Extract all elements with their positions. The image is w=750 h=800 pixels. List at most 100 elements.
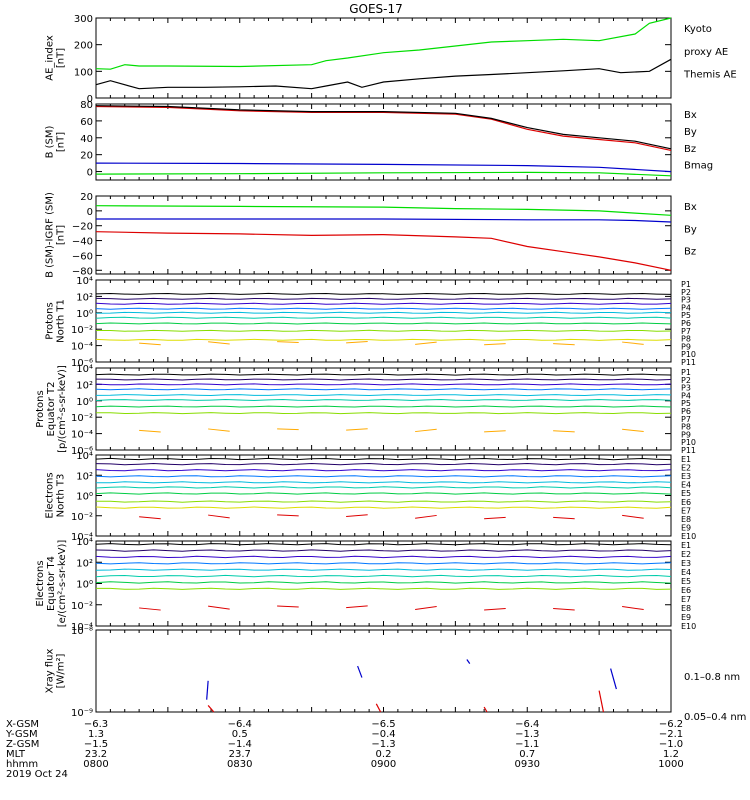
series-bmag xyxy=(95,105,672,150)
flux-channel-line xyxy=(95,378,672,381)
flux-channel-line xyxy=(95,469,672,472)
legend-label: E4 xyxy=(681,481,691,490)
flux-sparse-segment xyxy=(415,606,437,611)
flux-channel-line xyxy=(95,492,672,495)
y-tick-label: 0 xyxy=(87,168,93,179)
y-axis-label: North T1 xyxy=(56,299,67,343)
legend-label: P6 xyxy=(681,319,691,328)
ephemeris-value: −6.2 xyxy=(659,719,683,730)
series-bx xyxy=(95,162,672,173)
flux-channel-line xyxy=(95,481,672,484)
y-tick-label: 10⁰ xyxy=(76,492,93,503)
ephemeris-value: −6.4 xyxy=(228,719,252,730)
legend-label: 0.05–0.4 nm xyxy=(684,712,746,723)
legend-label: E6 xyxy=(681,586,691,595)
flux-channel-line xyxy=(95,311,672,314)
ephemeris-value: 0830 xyxy=(227,759,252,770)
ephemeris-value: −6.5 xyxy=(371,719,395,730)
legend-label: Bx xyxy=(684,110,697,121)
xray-segment xyxy=(357,665,363,678)
y-tick-label: 10⁰ xyxy=(76,397,93,408)
ephemeris-value: 0.5 xyxy=(232,729,248,740)
ephemeris-value: −1.1 xyxy=(515,739,539,750)
panel-frame xyxy=(95,540,672,627)
legend-label: P9 xyxy=(681,430,691,439)
panel-b_sm: 0 20 40 60 80 B (SM) [nT] Bx By Bz Bmag xyxy=(45,100,713,181)
flux-sparse-segment xyxy=(208,341,230,345)
flux-channel-line xyxy=(95,394,672,397)
legend-label: P7 xyxy=(681,415,691,424)
series-themis-ae xyxy=(95,58,672,90)
series-by xyxy=(95,171,672,177)
flux-sparse-segment xyxy=(346,514,368,517)
panel-electrons_t3: 10⁻⁴ 10⁻² 10⁰ 10² 10⁴ Electrons North T3 E1E2E3… xyxy=(45,451,697,543)
flux-sparse-segment xyxy=(415,514,437,519)
y-tick-label: 10⁴ xyxy=(76,276,93,287)
legend-label: Bx xyxy=(684,202,697,213)
ephemeris-value: 0.7 xyxy=(519,749,535,760)
y-tick-label: 10⁴ xyxy=(76,451,93,462)
flux-sparse-segment xyxy=(346,341,368,344)
legend-label: P1 xyxy=(681,368,691,377)
flux-channel-line xyxy=(95,568,672,571)
y-axis-label: Equator T2 xyxy=(46,382,57,437)
y-axis-label: Protons xyxy=(35,390,46,427)
ephemeris-value: −6.4 xyxy=(515,719,539,730)
series-bx xyxy=(96,218,672,223)
xray-segment xyxy=(466,659,471,664)
y-tick-label: 10² xyxy=(76,558,93,569)
flux-sparse-segment xyxy=(484,430,506,433)
flux-sparse-segment xyxy=(553,516,575,520)
legend-label: P11 xyxy=(681,358,696,367)
flux-channel-line xyxy=(95,338,672,341)
y-tick-label: 10⁻⁴ xyxy=(71,342,93,353)
legend-label: P2 xyxy=(681,288,691,297)
panel-frame xyxy=(95,103,672,181)
legend-label: P11 xyxy=(681,446,696,455)
legend-label: proxy AE xyxy=(684,47,728,58)
flux-sparse-segment xyxy=(208,514,230,519)
ephemeris-value: −0.4 xyxy=(371,729,395,740)
ephemeris-row-label: MLT xyxy=(6,749,26,760)
flux-channel-line xyxy=(95,322,672,325)
y-axis-label: [W/m²] xyxy=(56,653,67,688)
y-tick-label: 10² xyxy=(76,380,93,391)
series-bz xyxy=(95,105,672,151)
flux-sparse-segment xyxy=(622,341,644,345)
flux-sparse-segment xyxy=(208,605,230,610)
flux-channel-line xyxy=(96,500,672,503)
flux-sparse-segment xyxy=(277,514,299,517)
legend-label: E9 xyxy=(681,523,691,532)
legend-label: By xyxy=(684,224,697,235)
y-tick-label: 20 xyxy=(80,151,93,162)
flux-sparse-segment xyxy=(415,428,437,433)
ephemeris-value: −1.3 xyxy=(371,739,395,750)
legend-label: E2 xyxy=(681,550,691,559)
panel-frame xyxy=(95,454,672,537)
plot-title: GOES-17 xyxy=(349,2,403,16)
ephemeris-value: −1.0 xyxy=(659,739,683,750)
y-tick-label: 200 xyxy=(74,41,93,52)
legend-label: P5 xyxy=(681,311,691,320)
y-axis-label: [nT] xyxy=(56,48,67,68)
legend-label: Bz xyxy=(684,247,696,258)
y-tick-label: 10⁻² xyxy=(71,601,93,612)
y-tick-label: 10⁴ xyxy=(76,364,93,375)
flux-sparse-segment xyxy=(277,341,299,343)
flux-channel-line xyxy=(95,302,672,305)
ephemeris-value: 23.7 xyxy=(229,749,251,760)
y-tick-label: 80 xyxy=(80,100,93,111)
ephemeris-value: 1.3 xyxy=(88,729,104,740)
flux-sparse-segment xyxy=(553,343,575,346)
flux-sparse-segment xyxy=(139,342,161,346)
flux-channel-line xyxy=(95,462,672,466)
legend-label: E4 xyxy=(681,568,691,577)
legend-label: E2 xyxy=(681,464,691,473)
y-tick-label: 20 xyxy=(80,192,93,203)
legend-label: E7 xyxy=(681,506,691,515)
flux-sparse-segment xyxy=(277,428,299,431)
y-tick-label: 10⁻⁶ xyxy=(71,358,93,369)
y-tick-label: −40 xyxy=(72,237,93,248)
y-axis-label: [nT] xyxy=(56,132,67,152)
flux-sparse-segment xyxy=(484,343,506,346)
